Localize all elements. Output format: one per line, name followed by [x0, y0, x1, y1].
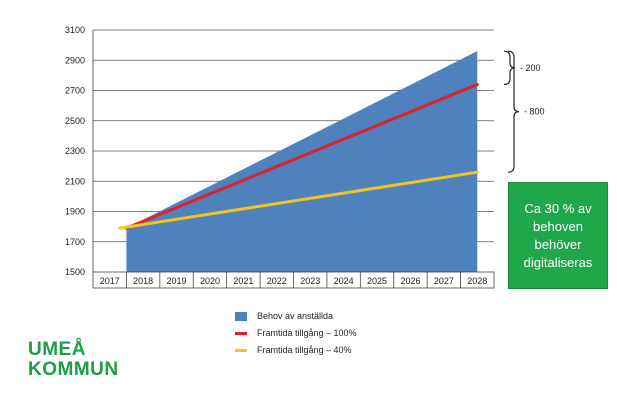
x-tick-label: 2027	[434, 276, 454, 286]
callout-text: Ca 30 % av behoven behöver digitaliseras	[523, 200, 593, 270]
y-tick-label: 2700	[65, 86, 85, 96]
axes	[92, 30, 495, 289]
legend-item-100: Framtida tillgång – 100%	[235, 325, 357, 341]
digitalisation-callout: Ca 30 % av behoven behöver digitaliseras	[508, 182, 608, 289]
y-tick-label: 3100	[65, 25, 85, 35]
x-tick-label: 2028	[467, 276, 487, 286]
legend-swatch-area	[235, 311, 247, 321]
legend: Behov av anställda Framtida tillgång – 1…	[235, 308, 357, 359]
x-tick-label: 2026	[400, 276, 420, 286]
x-tick-label: 2025	[367, 276, 387, 286]
y-tick-label: 2100	[65, 176, 85, 186]
x-tick-label: 2018	[133, 276, 153, 286]
y-tick-label: 1700	[65, 237, 85, 247]
legend-label: Framtida tillgång – 100%	[257, 328, 357, 338]
x-tick-label: 2020	[200, 276, 220, 286]
brace-0	[503, 50, 516, 86]
y-tick-label: 1900	[65, 207, 85, 217]
y-tick-label: 2300	[65, 146, 85, 156]
line-2	[118, 170, 479, 230]
area-0	[126, 51, 478, 272]
legend-item-40: Framtida tillgång – 40%	[235, 342, 357, 358]
logo-line-1: UMEÅ	[28, 339, 86, 360]
y-tick-label: 2900	[65, 55, 85, 65]
chart-marks	[118, 51, 479, 272]
legend-line-yellow	[235, 348, 247, 352]
brace-label: - 200	[520, 63, 541, 73]
x-tick-label: 2024	[334, 276, 354, 286]
legend-label: Behov av anställda	[257, 311, 334, 321]
umea-kommun-logo: UMEÅ KOMMUN	[28, 340, 119, 380]
line-1	[124, 82, 479, 230]
logo-line-2: KOMMUN	[28, 359, 119, 380]
x-tick-label: 2017	[100, 276, 120, 286]
x-tick-labels: 2017 2018 2019 2020 2021 2022 2023 2024 2025 2026…	[100, 276, 488, 286]
legend-line-red	[235, 331, 247, 335]
legend-label: Framtida tillgång – 40%	[257, 345, 352, 355]
brace-1	[507, 50, 520, 173]
y-tick-label: 2500	[65, 116, 85, 126]
y-tick-label: 1500	[65, 267, 85, 277]
brace-label: - 800	[524, 107, 545, 117]
legend-item-behov: Behov av anställda	[235, 308, 357, 324]
y-tick-labels: 1500 1700 1900 2100 2300 2500 2700 2900 3100	[65, 25, 85, 277]
x-tick-label: 2019	[167, 276, 187, 286]
braces: - 200 - 800	[503, 50, 545, 173]
x-tick-label: 2022	[267, 276, 287, 286]
x-tick-label: 2021	[233, 276, 253, 286]
x-tick-label: 2023	[300, 276, 320, 286]
